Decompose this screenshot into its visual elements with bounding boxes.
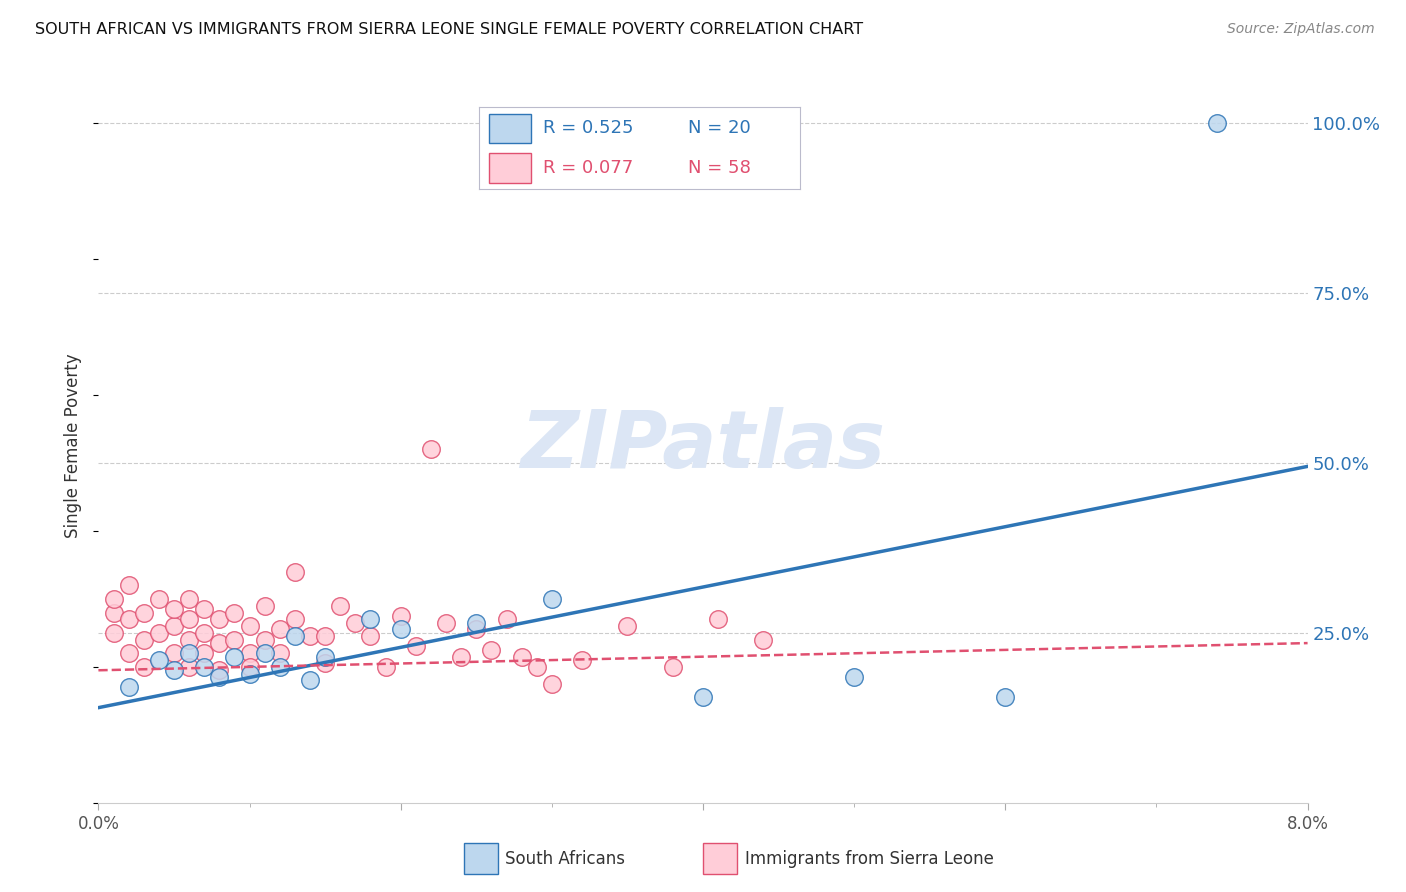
Point: [360, 629, 382, 643]
Point: [269, 646, 291, 660]
Point: [179, 646, 201, 660]
Point: [224, 649, 246, 664]
Point: [299, 673, 322, 688]
Point: [103, 591, 125, 606]
Point: [239, 646, 262, 660]
Point: [1206, 116, 1229, 130]
Point: [420, 442, 443, 457]
Y-axis label: Single Female Poverty: Single Female Poverty: [65, 354, 83, 538]
Point: [314, 649, 336, 664]
Point: [208, 663, 231, 677]
Point: [118, 646, 141, 660]
Point: [193, 602, 215, 616]
Point: [118, 612, 141, 626]
Point: [510, 649, 533, 664]
Point: [163, 646, 186, 660]
Point: [541, 591, 564, 606]
Point: [118, 680, 141, 694]
Point: [344, 615, 367, 630]
Point: [707, 612, 730, 626]
Point: [224, 632, 246, 647]
Point: [132, 606, 155, 620]
Point: [450, 649, 472, 664]
Point: [284, 629, 307, 643]
Point: [208, 612, 231, 626]
Point: [284, 565, 307, 579]
Point: [389, 623, 412, 637]
Point: [163, 663, 186, 677]
Point: [239, 660, 262, 674]
Point: [571, 653, 593, 667]
Point: [179, 632, 201, 647]
Point: [465, 623, 488, 637]
Point: [299, 629, 322, 643]
Point: [616, 619, 638, 633]
Point: [374, 660, 396, 674]
Text: Immigrants from Sierra Leone: Immigrants from Sierra Leone: [745, 849, 994, 868]
Point: [844, 670, 866, 684]
Point: [752, 632, 775, 647]
Text: SOUTH AFRICAN VS IMMIGRANTS FROM SIERRA LEONE SINGLE FEMALE POVERTY CORRELATION : SOUTH AFRICAN VS IMMIGRANTS FROM SIERRA …: [35, 22, 863, 37]
Point: [269, 660, 291, 674]
Point: [208, 636, 231, 650]
FancyBboxPatch shape: [464, 843, 498, 874]
Point: [224, 606, 246, 620]
Point: [239, 666, 262, 681]
Point: [193, 660, 215, 674]
Point: [193, 626, 215, 640]
Point: [253, 632, 276, 647]
Point: [314, 657, 336, 671]
Point: [103, 626, 125, 640]
Point: [405, 640, 427, 654]
Point: [526, 660, 548, 674]
Point: [329, 599, 352, 613]
Point: [118, 578, 141, 592]
Point: [495, 612, 517, 626]
Point: [314, 629, 336, 643]
Point: [179, 660, 201, 674]
Point: [465, 615, 488, 630]
Point: [253, 646, 276, 660]
Point: [253, 599, 276, 613]
Point: [389, 608, 412, 623]
Point: [994, 690, 1017, 705]
Point: [148, 591, 170, 606]
Point: [148, 626, 170, 640]
Point: [132, 660, 155, 674]
Point: [132, 632, 155, 647]
Point: [481, 643, 503, 657]
FancyBboxPatch shape: [703, 843, 737, 874]
Text: Source: ZipAtlas.com: Source: ZipAtlas.com: [1227, 22, 1375, 37]
Point: [103, 606, 125, 620]
Point: [239, 619, 262, 633]
Point: [541, 677, 564, 691]
Point: [360, 612, 382, 626]
Point: [208, 670, 231, 684]
Point: [692, 690, 714, 705]
Point: [434, 615, 457, 630]
Text: South Africans: South Africans: [505, 849, 626, 868]
Point: [163, 619, 186, 633]
Point: [163, 602, 186, 616]
Point: [179, 591, 201, 606]
Text: ZIPatlas: ZIPatlas: [520, 407, 886, 485]
Point: [284, 612, 307, 626]
Point: [179, 612, 201, 626]
Point: [269, 623, 291, 637]
Point: [193, 646, 215, 660]
Point: [662, 660, 685, 674]
Point: [148, 653, 170, 667]
